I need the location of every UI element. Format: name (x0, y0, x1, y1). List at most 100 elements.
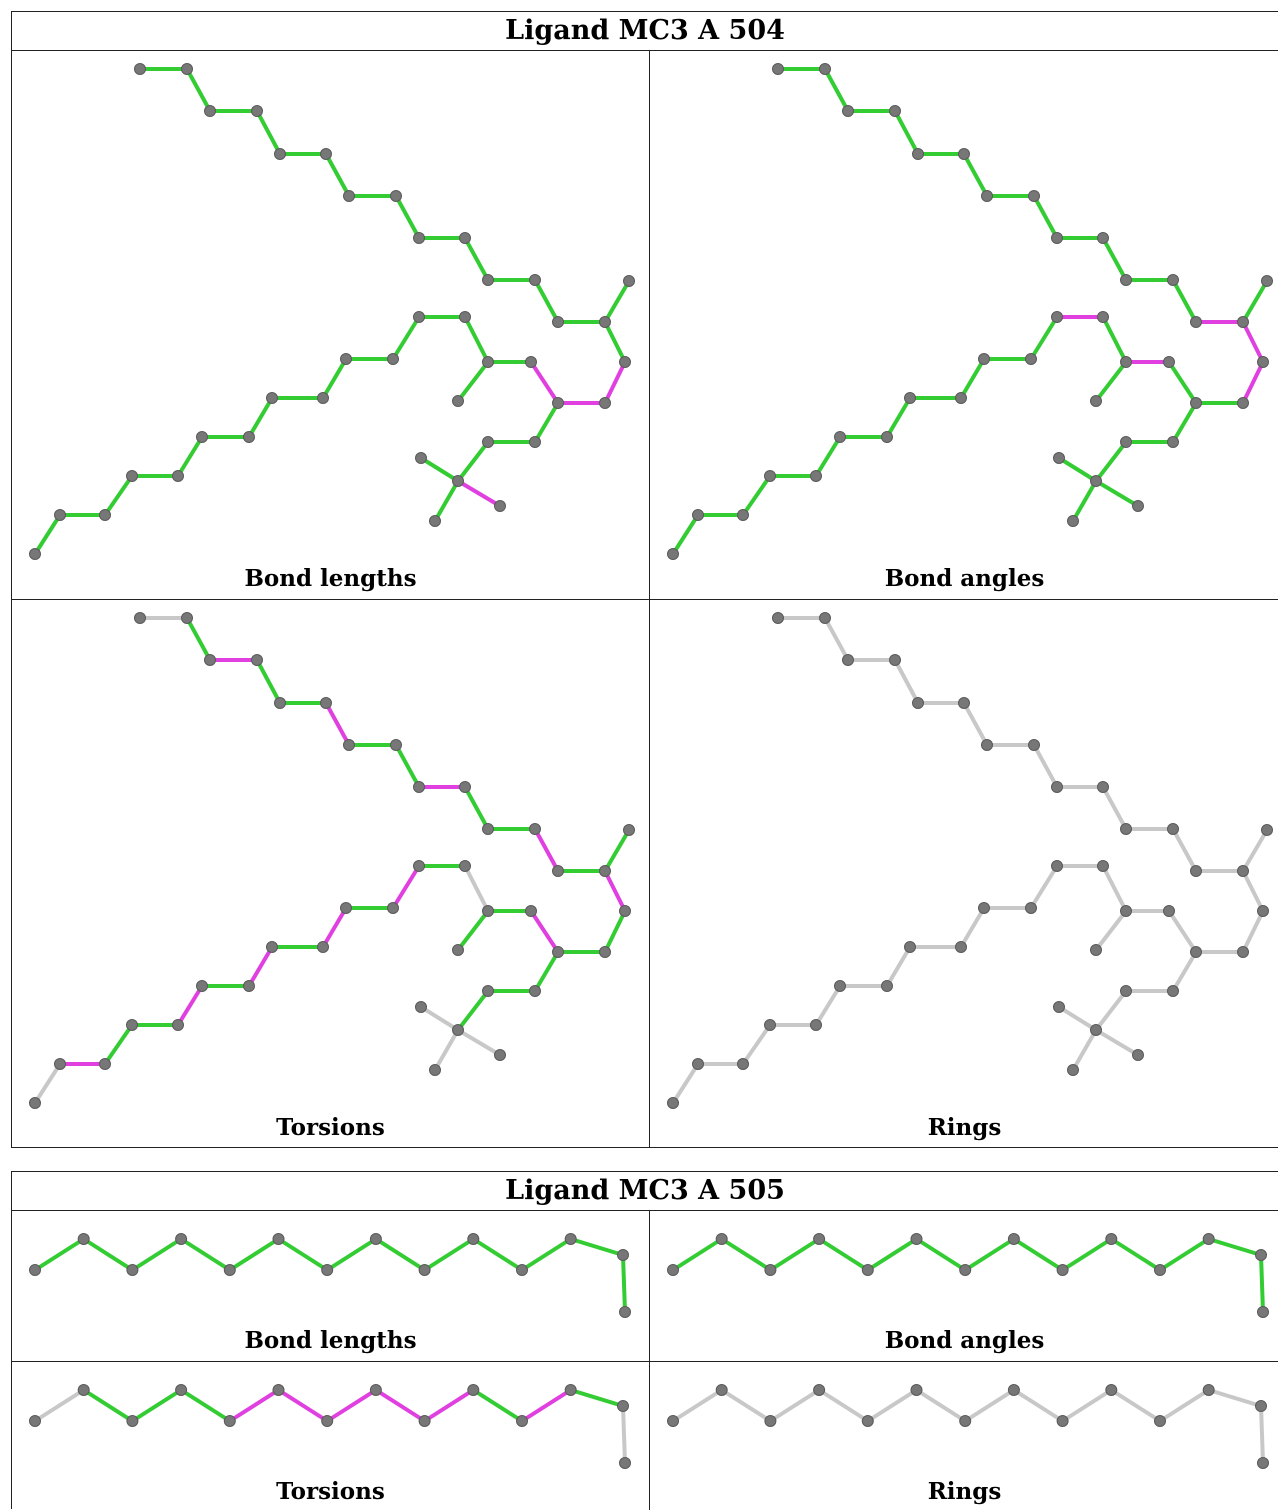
atom-15 (1237, 946, 1249, 958)
atom-2 (842, 654, 854, 666)
bond-7 (394, 743, 421, 789)
bond-3 (179, 1237, 232, 1272)
atom-37 (737, 509, 749, 521)
atom-9 (1097, 781, 1109, 793)
atom-30 (340, 353, 352, 365)
bond-9 (1109, 1237, 1162, 1272)
ligand-505-rings-panel: Rings (650, 1362, 1278, 1510)
bond-5 (962, 152, 989, 198)
bond-6 (325, 1388, 378, 1423)
atom-10 (516, 1415, 528, 1427)
bond-3 (817, 1388, 870, 1423)
atom-11 (564, 1233, 577, 1245)
bond-20 (1071, 479, 1098, 523)
atom-11 (529, 274, 541, 286)
bond-8 (1060, 1388, 1114, 1423)
atom-0 (667, 1264, 679, 1276)
bond-7 (1011, 1237, 1065, 1272)
atom-5 (910, 1384, 923, 1396)
atom-17 (529, 436, 541, 448)
panel-caption: Rings (927, 1478, 1002, 1505)
atom-9 (1105, 1233, 1118, 1245)
atom-20 (415, 1001, 427, 1013)
atom-12 (1255, 1400, 1267, 1412)
atom-28 (413, 860, 425, 872)
bond-0 (671, 1237, 724, 1272)
bond-25 (456, 909, 490, 952)
bond-7 (1011, 1388, 1065, 1423)
atom-6 (981, 739, 993, 751)
atom-23 (1261, 824, 1273, 836)
panel-caption: Bond lengths (244, 1327, 417, 1354)
bond-5 (276, 1237, 330, 1272)
bond-25 (1094, 360, 1128, 403)
ligand-505-rings-diagram (667, 1384, 1269, 1469)
bond-11 (533, 278, 560, 324)
bond-5 (324, 152, 351, 198)
bond-3 (817, 1237, 870, 1272)
atom-38 (692, 1058, 704, 1070)
atom-0 (29, 1415, 41, 1427)
atom-4 (861, 1415, 874, 1427)
bond-0 (33, 1237, 86, 1272)
bond-9 (463, 236, 490, 282)
atom-26 (452, 395, 464, 407)
atom-1 (715, 1233, 728, 1245)
atom-0 (772, 612, 784, 624)
bond-5 (914, 1388, 968, 1423)
atom-6 (959, 1264, 972, 1276)
bond-20 (1071, 1028, 1098, 1072)
bond-22 (1241, 279, 1269, 324)
bond-4 (865, 1237, 919, 1272)
atom-24 (525, 905, 537, 917)
atom-39 (667, 1097, 679, 1109)
atom-13 (619, 1306, 631, 1318)
atom-28 (1051, 860, 1063, 872)
bond-0 (671, 1388, 724, 1423)
panel-caption: Bond angles (884, 1327, 1045, 1354)
atom-2 (204, 105, 216, 117)
atom-27 (1097, 860, 1109, 872)
atom-2 (126, 1415, 139, 1427)
atom-9 (1105, 1384, 1118, 1396)
bond-23 (1167, 909, 1198, 954)
atom-0 (29, 1264, 41, 1276)
atom-32 (904, 941, 916, 953)
atom-39 (667, 548, 679, 560)
bond-6 (963, 1237, 1016, 1272)
bond-32 (247, 396, 274, 439)
atom-9 (467, 1233, 480, 1245)
bond-12 (621, 1404, 627, 1465)
atom-12 (617, 1400, 629, 1412)
atom-29 (1025, 353, 1037, 365)
atom-30 (340, 902, 352, 914)
bond-36 (103, 1023, 134, 1066)
bond-2 (768, 1237, 822, 1272)
panel-caption: Rings (927, 1114, 1002, 1141)
bond-36 (741, 1023, 772, 1066)
bond-19 (1057, 456, 1098, 483)
bond-6 (963, 1388, 1016, 1423)
bond-13 (1241, 869, 1265, 913)
atom-4 (223, 1264, 236, 1276)
bond-12 (1259, 1404, 1265, 1465)
atom-8 (418, 1415, 431, 1427)
bond-13 (603, 320, 627, 364)
atom-29 (387, 353, 399, 365)
atom-20 (415, 452, 427, 464)
atom-13 (619, 1457, 631, 1469)
atom-33 (881, 980, 893, 992)
atom-36 (126, 1019, 138, 1031)
atom-23 (1261, 275, 1273, 287)
atom-5 (272, 1233, 285, 1245)
atom-38 (692, 509, 704, 521)
bond-9 (471, 1237, 524, 1272)
atom-4 (861, 1264, 874, 1276)
ligand-504-rings-panel: Rings (650, 600, 1278, 1148)
atom-0 (772, 63, 784, 75)
atom-21 (1067, 1064, 1079, 1076)
atom-31 (955, 941, 967, 953)
atom-31 (955, 392, 967, 404)
atom-1 (181, 612, 193, 624)
bond-28 (1029, 864, 1059, 910)
